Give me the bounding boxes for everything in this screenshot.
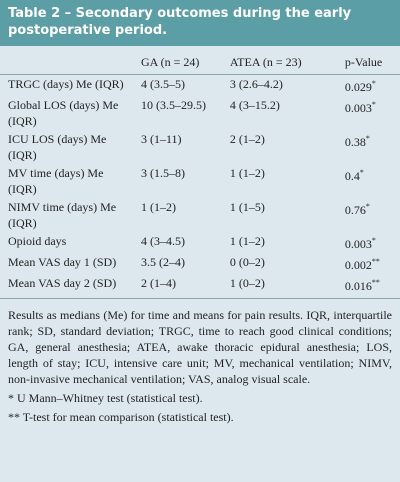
row-label: NIMV time (days) Me (IQR)	[8, 200, 117, 230]
table-row: Mean VAS day 1 (SD) 3.5 (2–4) 0 (0–2) 0.002…	[0, 253, 400, 274]
p-value-cell: 0.003*	[323, 232, 400, 253]
significance-marker: *	[365, 134, 370, 143]
footnote-text: T-test for mean comparison (statistical …	[22, 410, 234, 424]
atea-cell: 3 (2.6–4.2)	[229, 77, 283, 91]
atea-cell: 1 (1–5)	[229, 200, 265, 214]
ga-cell: 4 (3.5–5)	[141, 77, 185, 91]
table-row: MV time (days) Me (IQR) 3 (1.5–8) 1 (1–2) 0…	[0, 164, 400, 198]
atea-cell: 1 (1–2)	[229, 166, 265, 180]
atea-cell: 2 (1–2)	[229, 132, 265, 146]
row-label: ICU LOS (days) Me (IQR)	[8, 132, 107, 162]
significance-marker: *	[371, 236, 376, 245]
column-header: ATEA (n = 23)	[225, 50, 323, 75]
table-row: Global LOS (days) Me (IQR) 10 (3.5–29.5) 4…	[0, 96, 400, 130]
p-value-cell: 0.003*	[323, 96, 400, 130]
table: GA (n = 24) ATEA (n = 23) p-Value TRGC (day…	[0, 50, 400, 299]
row-label: Mean VAS day 1 (SD)	[8, 255, 117, 269]
significance-marker: **	[371, 278, 380, 287]
ga-cell: 3 (1.5–8)	[141, 166, 185, 180]
ga-cell: 2 (1–4)	[137, 274, 226, 299]
ga-cell: 10 (3.5–29.5)	[141, 98, 206, 112]
ga-cell: 1 (1–2)	[141, 200, 176, 214]
notes: Results as medians (Me) for time and mea…	[8, 308, 392, 386]
footnote-marker: *	[8, 391, 14, 405]
p-value: 0.003	[344, 237, 372, 251]
significance-marker: *	[359, 168, 364, 177]
p-value-cell: 0.016**	[322, 274, 400, 299]
footnote: ** T-test for mean comparison (statistic…	[0, 408, 400, 427]
table-title: Table 2 – Secondary outcomes during the …	[0, 0, 400, 46]
column-header	[0, 50, 137, 75]
table-row: ICU LOS (days) Me (IQR) 3 (1–11) 2 (1–2) 0.…	[0, 130, 400, 164]
ga-cell: 3.5 (2–4)	[141, 255, 185, 269]
footnote: * U Mann–Whitney test (statistical test)…	[0, 389, 400, 408]
significance-marker: *	[365, 202, 370, 211]
atea-cell: 1 (1–2)	[229, 234, 265, 248]
p-value-cell: 0.38*	[323, 130, 400, 164]
p-value: 0.016	[344, 279, 372, 293]
table-row: Mean VAS day 2 (SD) 2 (1–4) 1 (0–2) 0.016**	[0, 274, 400, 299]
p-value: 0.38	[344, 135, 366, 149]
table-row: NIMV time (days) Me (IQR) 1 (1–2) 1 (1–5) 0…	[0, 198, 400, 232]
table-row: TRGC (days) Me (IQR) 4 (3.5–5) 3 (2.6–4.2)…	[0, 75, 400, 97]
p-value-cell: 0.002**	[323, 253, 400, 274]
significance-marker: *	[371, 100, 376, 109]
p-value-cell: 0.4*	[323, 164, 400, 198]
atea-cell: 0 (0–2)	[229, 255, 265, 269]
column-header: GA (n = 24)	[137, 50, 226, 75]
significance-marker: **	[371, 257, 380, 266]
ga-cell: 3 (1–11)	[141, 132, 182, 146]
table-row: Opioid days 4 (3–4.5) 1 (1–2) 0.003*	[0, 232, 400, 253]
atea-cell: 1 (0–2)	[225, 274, 323, 299]
p-value: 0.003	[344, 101, 372, 115]
footnote-marker: **	[8, 410, 20, 424]
row-label: Mean VAS day 2 (SD)	[0, 274, 137, 299]
ga-cell: 4 (3–4.5)	[141, 234, 185, 248]
row-label: TRGC (days) Me (IQR)	[8, 77, 124, 91]
p-value-cell: 0.76*	[323, 198, 400, 232]
p-value: 0.76	[344, 203, 366, 217]
row-label: Global LOS (days) Me (IQR)	[8, 98, 119, 128]
row-label: MV time (days) Me (IQR)	[8, 166, 104, 196]
atea-cell: 4 (3–15.2)	[229, 98, 280, 112]
row-label: Opioid days	[8, 234, 67, 248]
column-header: p-Value	[322, 50, 400, 75]
p-value: 0.4	[344, 169, 360, 183]
significance-marker: *	[371, 79, 376, 88]
p-value-cell: 0.029*	[323, 75, 400, 97]
p-value: 0.002	[344, 258, 372, 272]
footnote-text: U Mann–Whitney test (statistical test).	[17, 391, 203, 405]
p-value: 0.029	[344, 80, 372, 94]
